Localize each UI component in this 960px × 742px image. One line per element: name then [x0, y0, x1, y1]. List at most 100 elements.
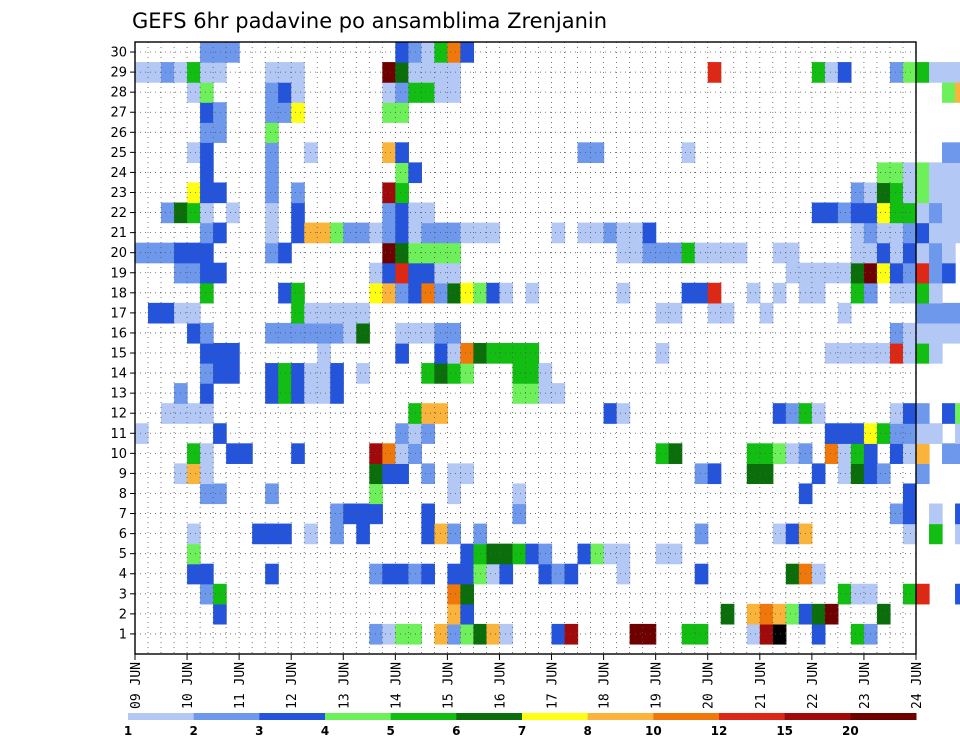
x-tick-label-9: 18 JUN [598, 662, 613, 709]
cell-member-24-step-63 [955, 162, 960, 184]
cell-member-9-step-25 [460, 463, 475, 485]
cell-member-2-step-24 [447, 603, 462, 625]
cell-member-1-step-19 [382, 623, 396, 645]
cell-member-6-step-43 [694, 523, 709, 545]
cell-member-17-step-4 [187, 302, 201, 324]
cell-member-4-step-19 [382, 563, 396, 585]
cell-member-25-step-34 [577, 142, 592, 163]
cell-member-3-step-60 [916, 583, 930, 605]
cell-member-6-step-15 [330, 523, 344, 545]
cell-member-13-step-32 [551, 383, 566, 404]
cell-member-23-step-63 [955, 182, 960, 204]
cell-member-22-step-53 [824, 202, 839, 224]
cell-member-18-step-58 [889, 282, 904, 304]
cell-member-27-step-5 [200, 102, 214, 123]
cell-member-24-step-57 [876, 162, 891, 184]
cell-member-29-step-22 [421, 62, 435, 83]
cell-member-6-step-24 [447, 523, 462, 545]
cell-member-16-step-24 [447, 322, 462, 344]
cell-member-10-step-55 [850, 443, 865, 464]
cell-member-18-step-59 [902, 282, 917, 304]
y-tick-label-10: 10 [110, 447, 127, 462]
legend-label-3: 3 [255, 724, 263, 738]
cell-member-1-step-28 [499, 623, 514, 645]
cell-member-21-step-6 [213, 222, 227, 244]
cell-member-15-step-53 [824, 342, 839, 364]
cell-member-23-step-58 [889, 182, 904, 204]
cell-member-25-step-19 [382, 142, 396, 163]
cell-member-4-step-28 [499, 563, 514, 585]
x-tick-label-6: 15 JUN [441, 662, 456, 709]
cell-member-22-step-19 [382, 202, 396, 224]
cell-member-2-step-57 [876, 603, 891, 625]
cell-member-18-step-20 [395, 282, 409, 304]
cell-member-14-step-11 [278, 363, 292, 384]
cell-member-18-step-22 [421, 282, 435, 304]
cell-member-22-step-12 [291, 202, 305, 224]
cell-member-1-step-24 [447, 623, 462, 645]
cell-member-19-step-6 [213, 262, 227, 284]
cell-member-4-step-32 [551, 563, 566, 585]
cell-member-1-step-42 [681, 623, 696, 645]
cell-member-1-step-43 [694, 623, 709, 645]
x-tick-label-2: 11 JUN [233, 662, 248, 709]
cell-member-17-step-40 [655, 302, 670, 324]
cell-member-29-step-61 [929, 62, 943, 83]
cell-member-24-step-5 [200, 162, 214, 184]
cell-member-10-step-62 [942, 443, 956, 464]
cell-member-16-step-23 [434, 322, 448, 344]
cell-member-14-step-22 [421, 363, 435, 384]
cell-member-16-step-20 [395, 322, 409, 344]
cell-member-28-step-12 [291, 82, 305, 103]
cell-member-18-step-12 [291, 282, 305, 304]
cell-member-29-step-1 [148, 62, 162, 83]
cell-member-29-step-0 [135, 62, 149, 83]
cell-member-17-step-60 [916, 302, 930, 324]
cell-member-22-step-52 [811, 202, 826, 224]
cell-member-18-step-52 [811, 282, 826, 304]
cell-member-28-step-20 [395, 82, 409, 103]
cell-member-16-step-17 [356, 322, 370, 344]
cell-member-20-step-22 [421, 242, 435, 264]
cell-member-7-step-22 [421, 503, 435, 525]
legend-label-2: 2 [189, 724, 197, 738]
cell-member-28-step-62 [942, 82, 956, 103]
cell-member-9-step-60 [916, 463, 930, 485]
cell-member-3-step-24 [447, 583, 462, 605]
cell-member-12-step-59 [902, 403, 917, 424]
cell-member-22-step-20 [395, 202, 409, 224]
y-tick-label-26: 26 [110, 126, 127, 141]
cell-member-10-step-5 [200, 443, 214, 464]
cell-member-21-step-23 [434, 222, 448, 244]
cell-member-4-step-33 [564, 563, 579, 585]
cell-member-21-step-17 [356, 222, 370, 244]
cell-member-10-step-59 [902, 443, 917, 464]
cell-member-6-step-50 [785, 523, 800, 545]
cell-member-18-step-37 [616, 282, 631, 304]
legend-label-4: 4 [321, 724, 329, 738]
cell-member-29-step-20 [395, 62, 409, 83]
cell-member-9-step-24 [447, 463, 462, 485]
cell-member-20-step-55 [850, 242, 865, 264]
chart-title: GEFS 6hr padavine po ansamblima Zrenjani… [132, 9, 607, 33]
y-tick-label-23: 23 [110, 186, 127, 201]
cell-member-28-step-22 [421, 82, 435, 103]
cell-member-30-step-6 [213, 42, 227, 63]
cell-member-19-step-57 [876, 262, 891, 284]
cell-member-23-step-19 [382, 182, 396, 204]
cell-member-29-step-58 [889, 62, 904, 83]
cell-member-19-step-18 [369, 262, 383, 284]
cell-member-10-step-40 [655, 443, 670, 464]
cell-member-2-step-49 [772, 603, 787, 625]
cell-member-5-step-37 [616, 543, 631, 565]
cell-member-15-step-61 [929, 342, 943, 364]
y-tick-label-17: 17 [110, 306, 127, 321]
cell-member-4-step-25 [460, 563, 475, 585]
cell-member-10-step-20 [395, 443, 409, 464]
cell-member-29-step-2 [161, 62, 175, 83]
cell-member-18-step-49 [772, 282, 787, 304]
cell-member-29-step-5 [200, 62, 214, 83]
cell-member-18-step-11 [278, 282, 292, 304]
cell-member-20-step-1 [148, 242, 162, 264]
